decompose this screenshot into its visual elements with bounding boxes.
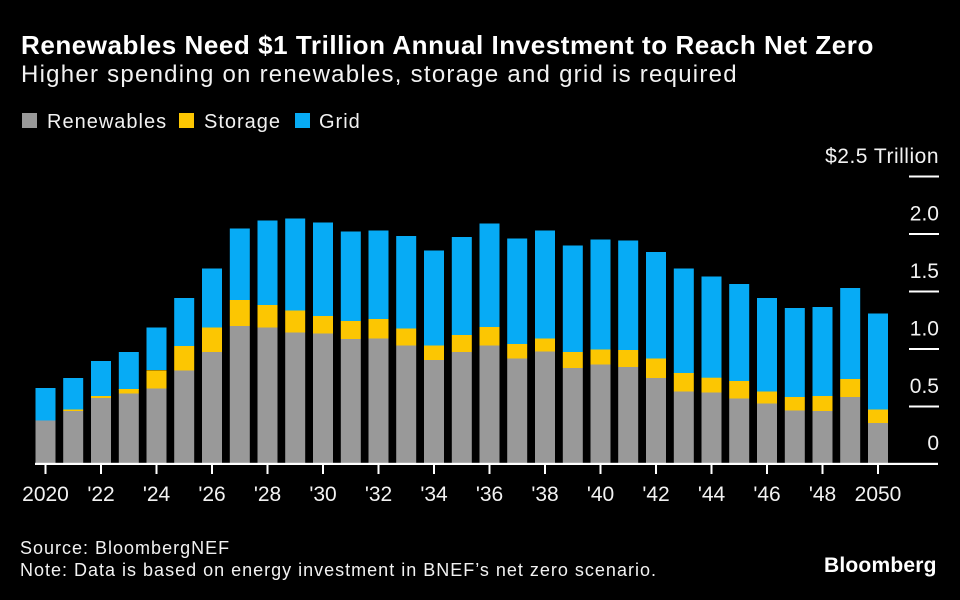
- svg-text:1.0: 1.0: [910, 318, 939, 341]
- svg-text:2050: 2050: [855, 483, 902, 506]
- svg-text:'36: '36: [476, 483, 503, 506]
- svg-text:'32: '32: [365, 483, 392, 506]
- svg-text:'22: '22: [87, 483, 114, 506]
- svg-text:'48: '48: [809, 483, 836, 506]
- svg-text:'38: '38: [531, 483, 558, 506]
- svg-text:0: 0: [927, 432, 939, 455]
- svg-text:'26: '26: [198, 483, 225, 506]
- svg-text:0.5: 0.5: [910, 375, 939, 398]
- svg-text:'46: '46: [753, 483, 780, 506]
- svg-text:2020: 2020: [22, 483, 69, 506]
- svg-text:1.5: 1.5: [910, 260, 939, 283]
- svg-text:'40: '40: [587, 483, 614, 506]
- svg-text:'34: '34: [420, 483, 448, 506]
- svg-text:'42: '42: [642, 483, 669, 506]
- svg-text:'30: '30: [309, 483, 336, 506]
- svg-text:$2.5 Trillion: $2.5 Trillion: [825, 145, 939, 168]
- svg-text:2.0: 2.0: [910, 203, 939, 226]
- svg-text:'44: '44: [698, 483, 726, 506]
- svg-text:'28: '28: [254, 483, 281, 506]
- svg-text:'24: '24: [143, 483, 171, 506]
